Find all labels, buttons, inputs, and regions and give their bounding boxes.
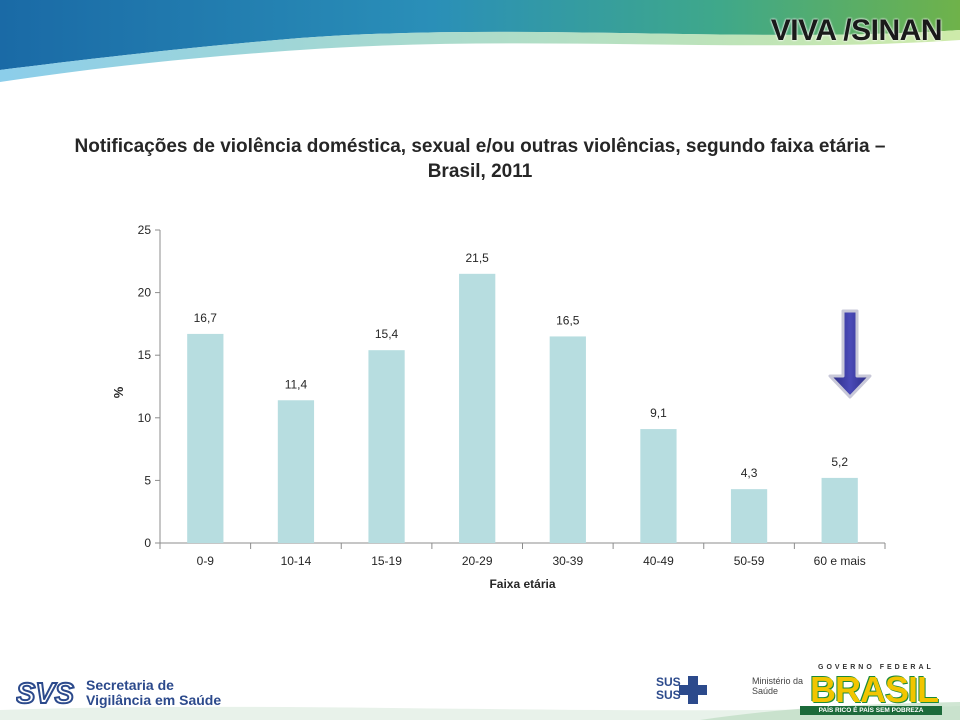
- brasil-slogan: PAÍS RICO É PAÍS SEM POBREZA: [800, 706, 942, 715]
- data-label: 5,2: [831, 455, 848, 469]
- sus-logo-text-2: SUS: [656, 688, 681, 702]
- brasil-logo: BRASIL: [810, 669, 939, 710]
- down-arrow-icon: [828, 309, 872, 399]
- x-axis: 0-9 10-14 15-19 20-29 30-39 40-49 50-59 60 e ma…: [159, 542, 886, 568]
- data-label: 16,5: [556, 313, 580, 327]
- bar: [187, 333, 224, 543]
- ministerio-saude: Ministério da Saúde: [752, 676, 803, 696]
- bar: [459, 273, 496, 543]
- y-axis: 0 5 10 15 20 25: [138, 223, 161, 550]
- data-label: 11,4: [285, 377, 308, 391]
- header-band: [0, 0, 960, 82]
- x-tick-label: 50-59: [734, 554, 765, 568]
- bar: [821, 477, 858, 543]
- x-tick-label: 0-9: [197, 554, 215, 568]
- chart-title: Notificações de violência doméstica, sex…: [74, 136, 886, 182]
- ms-line-2: Saúde: [752, 686, 779, 696]
- x-tick-label: 10-14: [281, 554, 312, 568]
- ms-line-1: Ministério da: [752, 676, 804, 686]
- y-tick-label: 20: [138, 286, 152, 300]
- bar: [277, 400, 315, 543]
- bars: [187, 273, 858, 543]
- y-tick-label: 10: [138, 411, 152, 425]
- data-label: 15,4: [375, 327, 399, 341]
- svs-logo-text: SVS: [16, 678, 75, 708]
- svs-line-1: Secretaria de: [86, 677, 174, 693]
- x-tick-label: 60 e mais: [814, 554, 866, 568]
- sus-logo-text: SUS: [656, 675, 681, 689]
- data-label: 4,3: [741, 466, 758, 480]
- bar: [368, 350, 405, 543]
- header-title: VIVA /SINAN: [770, 14, 943, 47]
- y-tick-label: 0: [144, 536, 151, 550]
- sus-logo-icon: SUS SUS: [656, 675, 707, 704]
- y-tick-label: 15: [138, 348, 152, 362]
- x-axis-label: Faixa etária: [489, 577, 555, 591]
- data-label: 16,7: [194, 311, 218, 325]
- x-tick-label: 30-39: [552, 554, 583, 568]
- svs-line-2: Vigilância em Saúde: [86, 692, 222, 708]
- data-label: 21,5: [466, 251, 490, 265]
- gov-federal-label: GOVERNO FEDERAL: [818, 664, 934, 671]
- data-labels: 16,7 11,4 15,4 21,5 16,5 9,1 4,3 5,2: [194, 251, 849, 480]
- svs-name: Secretaria de Vigilância em Saúde: [86, 678, 221, 708]
- y-tick-label: 25: [138, 223, 152, 237]
- y-axis-label: %: [111, 386, 126, 398]
- bar: [730, 489, 768, 543]
- x-tick-label: 20-29: [462, 554, 493, 568]
- x-tick-label: 40-49: [643, 554, 674, 568]
- y-tick-label: 5: [144, 473, 151, 487]
- data-label: 9,1: [650, 406, 667, 420]
- bar: [640, 429, 677, 543]
- bar: [549, 336, 586, 543]
- x-tick-label: 15-19: [371, 554, 402, 568]
- svs-logo-icon: SVS: [16, 678, 76, 708]
- bar-chart: 0 5 10 15 20 25 0-9 10-14 15-19 20-29 30-39 40-49 5…: [111, 223, 886, 591]
